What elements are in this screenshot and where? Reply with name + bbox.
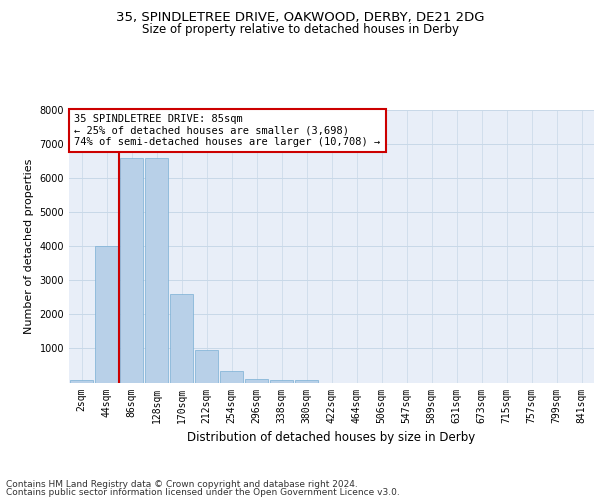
Bar	[245, 379, 268, 382]
Bar	[220, 371, 243, 382]
Text: Contains HM Land Registry data © Crown copyright and database right 2024.: Contains HM Land Registry data © Crown c…	[6, 480, 358, 489]
Bar	[95, 246, 118, 382]
X-axis label: Distribution of detached houses by size in Derby: Distribution of detached houses by size …	[187, 431, 476, 444]
Bar	[170, 294, 193, 382]
Bar	[70, 380, 93, 382]
Bar	[270, 380, 293, 382]
Text: 35, SPINDLETREE DRIVE, OAKWOOD, DERBY, DE21 2DG: 35, SPINDLETREE DRIVE, OAKWOOD, DERBY, D…	[116, 11, 484, 24]
Text: Contains public sector information licensed under the Open Government Licence v3: Contains public sector information licen…	[6, 488, 400, 497]
Y-axis label: Number of detached properties: Number of detached properties	[24, 158, 34, 334]
Bar	[145, 158, 168, 382]
Bar	[195, 350, 218, 382]
Text: Size of property relative to detached houses in Derby: Size of property relative to detached ho…	[142, 22, 458, 36]
Bar	[295, 380, 318, 382]
Text: 35 SPINDLETREE DRIVE: 85sqm
← 25% of detached houses are smaller (3,698)
74% of : 35 SPINDLETREE DRIVE: 85sqm ← 25% of det…	[74, 114, 380, 148]
Bar	[120, 158, 143, 382]
